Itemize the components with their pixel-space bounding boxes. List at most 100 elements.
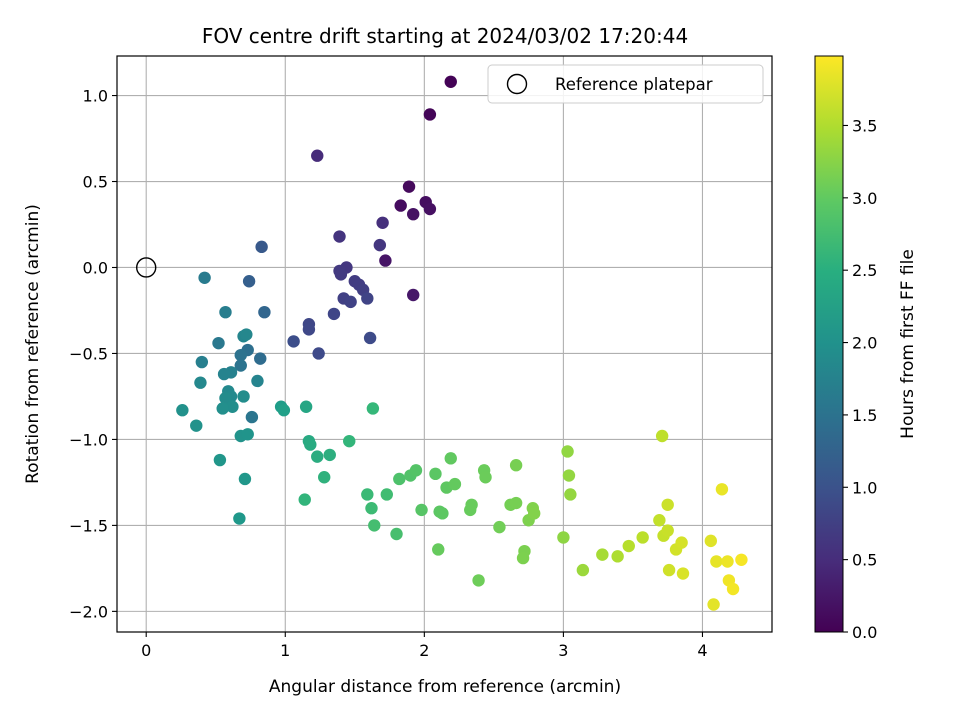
data-point (636, 531, 649, 544)
data-point (302, 323, 316, 336)
data-point (415, 503, 428, 517)
data-point (251, 374, 264, 388)
data-point (343, 434, 356, 448)
colorbar-tick-label: 1.5 (852, 406, 877, 425)
data-point (675, 536, 688, 549)
data-point (241, 428, 254, 441)
data-point (234, 348, 247, 362)
data-point (653, 514, 666, 527)
data-point (365, 502, 378, 515)
colorbar-tick-label: 1.0 (852, 478, 877, 497)
y-axis-label: Rotation from reference (arcmin) (23, 204, 43, 484)
legend-box (487, 64, 764, 104)
x-axis-ticks: 0 1 2 3 4 (141, 632, 708, 660)
y-tick-label: −1.5 (69, 516, 108, 535)
colorbar-tick-label: 2.5 (852, 261, 877, 280)
data-point (240, 328, 253, 341)
legend: Reference platepar (487, 64, 764, 104)
data-point (198, 271, 211, 285)
data-point (327, 307, 341, 321)
chart-title: FOV centre drift starting at 2024/03/02 … (202, 24, 688, 48)
data-point (190, 419, 203, 432)
data-point (213, 453, 227, 467)
data-point (444, 452, 457, 465)
data-point (561, 445, 574, 458)
y-tick-label: 0.5 (83, 173, 108, 192)
data-point (661, 498, 674, 511)
data-point (254, 352, 267, 365)
data-point (176, 403, 189, 417)
y-tick-label: 0.0 (83, 258, 108, 277)
data-point (655, 429, 669, 443)
reference-marker (136, 257, 157, 278)
data-point (311, 450, 324, 463)
data-point (509, 496, 523, 510)
data-point (622, 539, 635, 553)
x-axis-label: Angular distance from reference (arcmin) (269, 677, 621, 697)
data-point (432, 543, 445, 556)
data-point (216, 402, 229, 415)
data-point (318, 471, 331, 484)
data-point (390, 527, 403, 541)
data-point (721, 555, 734, 568)
data-point (298, 493, 311, 506)
data-point (407, 207, 420, 221)
data-point (379, 254, 392, 267)
data-point (493, 520, 506, 534)
y-tick-label: 1.0 (83, 87, 108, 106)
data-point (334, 268, 348, 281)
data-point (726, 582, 740, 596)
data-point (465, 498, 478, 511)
x-tick-label: 4 (697, 641, 707, 660)
data-point (368, 519, 381, 532)
x-tick-label: 0 (141, 641, 151, 660)
colorbar-tick-label: 0.5 (852, 551, 877, 570)
y-axis-ticks: −2.0 −1.5 −1.0 −0.5 0.0 0.5 1.0 (69, 87, 117, 621)
data-point (423, 202, 437, 216)
data-point (219, 391, 232, 405)
data-point (333, 230, 346, 243)
plot-frame (116, 55, 773, 633)
data-point (429, 467, 442, 481)
data-point (242, 275, 256, 288)
data-point (564, 488, 577, 501)
legend-reference-icon (506, 73, 528, 95)
data-point (226, 400, 239, 413)
x-tick-label: 1 (280, 641, 290, 660)
y-tick-label: −1.0 (69, 430, 108, 449)
data-point (407, 288, 420, 302)
data-point (194, 376, 207, 389)
data-point (344, 295, 357, 309)
data-point (299, 400, 313, 413)
data-point (562, 469, 576, 482)
data-point (676, 567, 690, 580)
data-point (735, 553, 748, 566)
data-point (287, 335, 300, 348)
data-point (380, 488, 393, 501)
data-point (361, 488, 374, 501)
data-point (611, 550, 624, 563)
data-point (233, 512, 246, 525)
data-point (394, 199, 407, 212)
colorbar-tick-label: 2.0 (852, 334, 877, 353)
data-point (707, 598, 720, 611)
data-point (576, 563, 590, 577)
data-point (217, 367, 231, 381)
data-point (472, 574, 485, 587)
data-point (219, 305, 232, 319)
data-points (176, 75, 748, 611)
data-point (516, 551, 530, 565)
data-point (304, 438, 317, 451)
colorbar-label: Hours from first FF file (898, 249, 918, 439)
data-point (237, 390, 250, 403)
colorbar-tick-label: 0.0 (852, 623, 877, 642)
data-point (312, 347, 325, 360)
data-point (710, 555, 723, 568)
y-tick-label: −2.0 (69, 602, 108, 621)
data-point (245, 410, 259, 424)
data-point (258, 305, 271, 319)
data-point (704, 534, 718, 548)
data-point (373, 238, 387, 252)
data-point (234, 359, 247, 372)
data-point (361, 292, 374, 305)
